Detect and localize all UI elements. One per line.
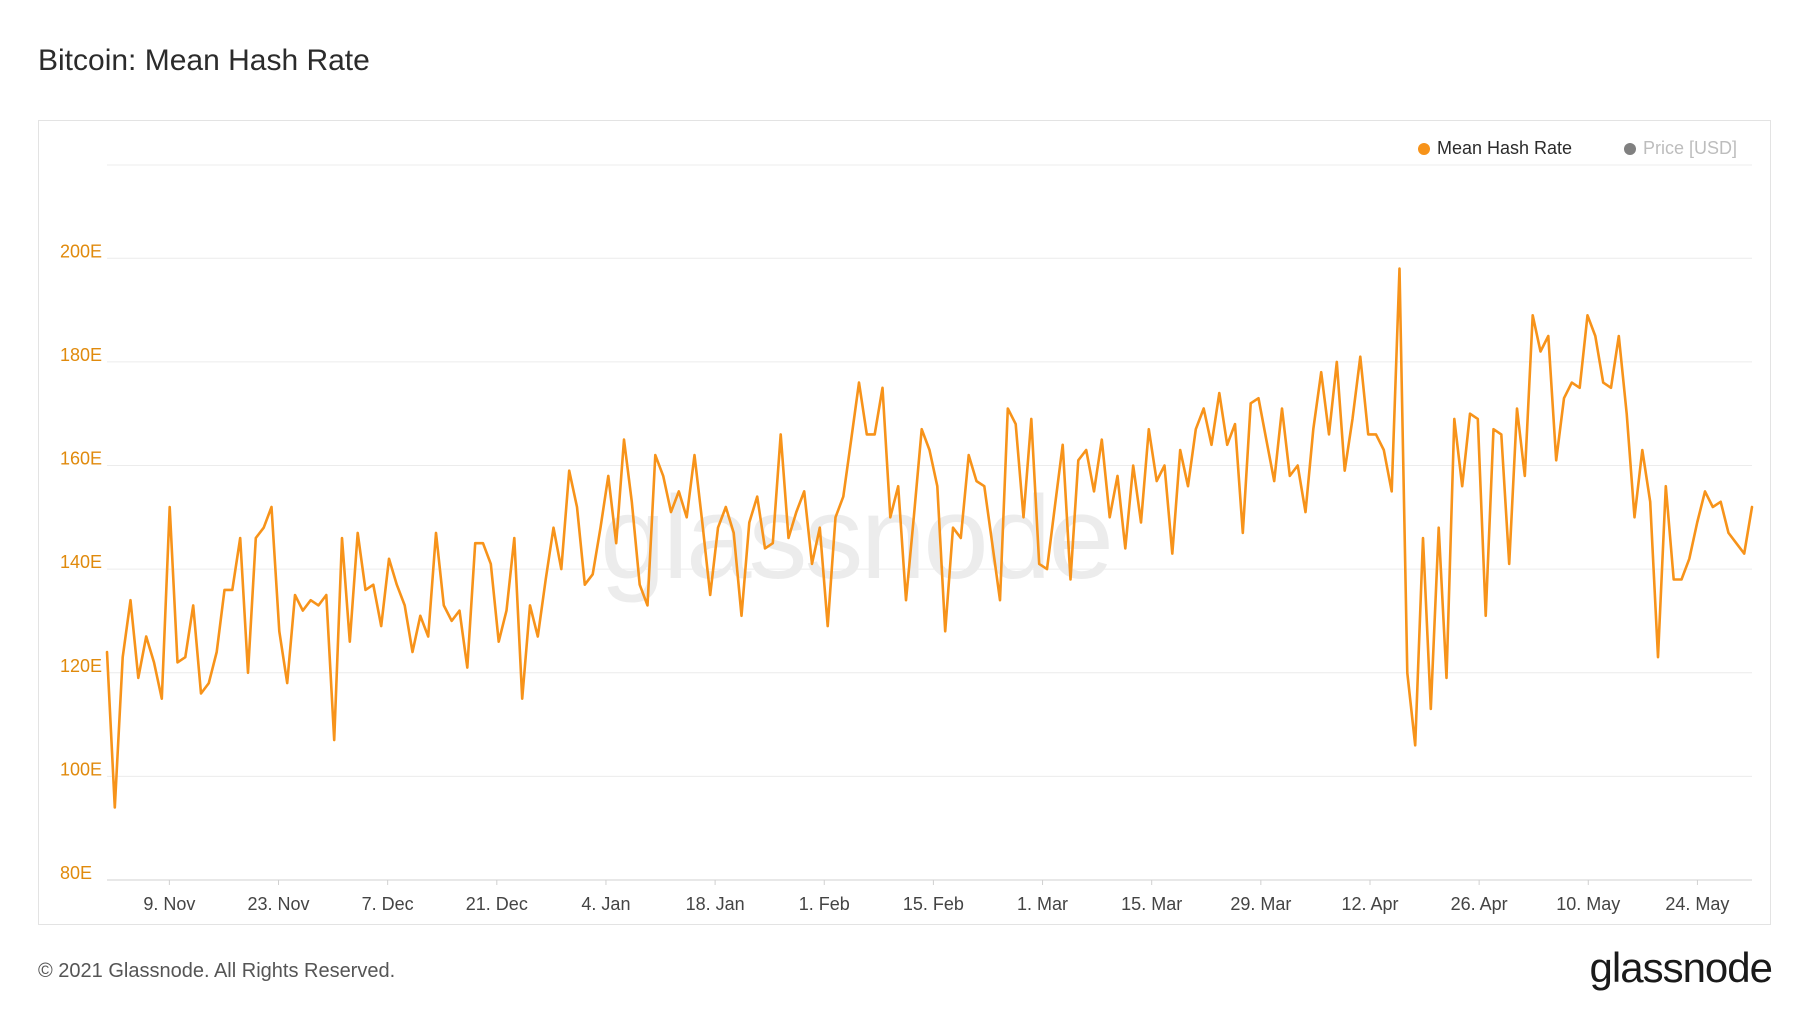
x-tick-label: 1. Mar xyxy=(1017,894,1068,914)
x-tick-label: 15. Mar xyxy=(1121,894,1182,914)
glassnode-logo[interactable]: glassnode xyxy=(1589,944,1773,991)
legend-dot-mean-hash-rate-icon xyxy=(1418,142,1430,155)
legend-label-price: Price [USD] xyxy=(1643,138,1738,158)
chart-title: Bitcoin: Mean Hash Rate xyxy=(38,44,370,77)
x-tick-label: 10. May xyxy=(1556,894,1620,914)
copyright-text: © 2021 Glassnode. All Rights Reserved. xyxy=(38,960,396,982)
legend-dot-price-icon xyxy=(1624,142,1636,155)
legend-item-mean-hash-rate[interactable]: Mean Hash Rate xyxy=(1418,138,1572,159)
x-tick-label: 9. Nov xyxy=(143,894,195,914)
x-tick-label: 24. May xyxy=(1665,894,1729,914)
y-tick-label: 80E xyxy=(60,863,92,883)
x-tick-label: 18. Jan xyxy=(686,894,745,914)
x-tick-label: 7. Dec xyxy=(362,894,414,914)
y-tick-label: 180E xyxy=(60,345,102,365)
y-tick-label: 100E xyxy=(60,759,102,779)
x-tick-label: 4. Jan xyxy=(581,894,630,914)
y-tick-label: 140E xyxy=(60,552,102,572)
x-tick-label: 1. Feb xyxy=(799,894,850,914)
y-tick-label: 200E xyxy=(60,241,102,261)
x-tick-label: 29. Mar xyxy=(1230,894,1291,914)
chart-frame xyxy=(38,120,1771,925)
y-tick-label: 120E xyxy=(60,656,102,676)
x-tick-label: 12. Apr xyxy=(1341,894,1398,914)
x-tick-label: 15. Feb xyxy=(903,894,964,914)
x-tick-label: 23. Nov xyxy=(247,894,309,914)
y-tick-label: 160E xyxy=(60,449,102,469)
legend-label-mean-hash-rate: Mean Hash Rate xyxy=(1437,138,1573,158)
legend-item-price[interactable]: Price [USD] xyxy=(1624,138,1737,159)
x-tick-label: 26. Apr xyxy=(1451,894,1508,914)
x-tick-label: 21. Dec xyxy=(466,894,528,914)
series-line-mean-hash-rate[interactable] xyxy=(105,267,1754,809)
